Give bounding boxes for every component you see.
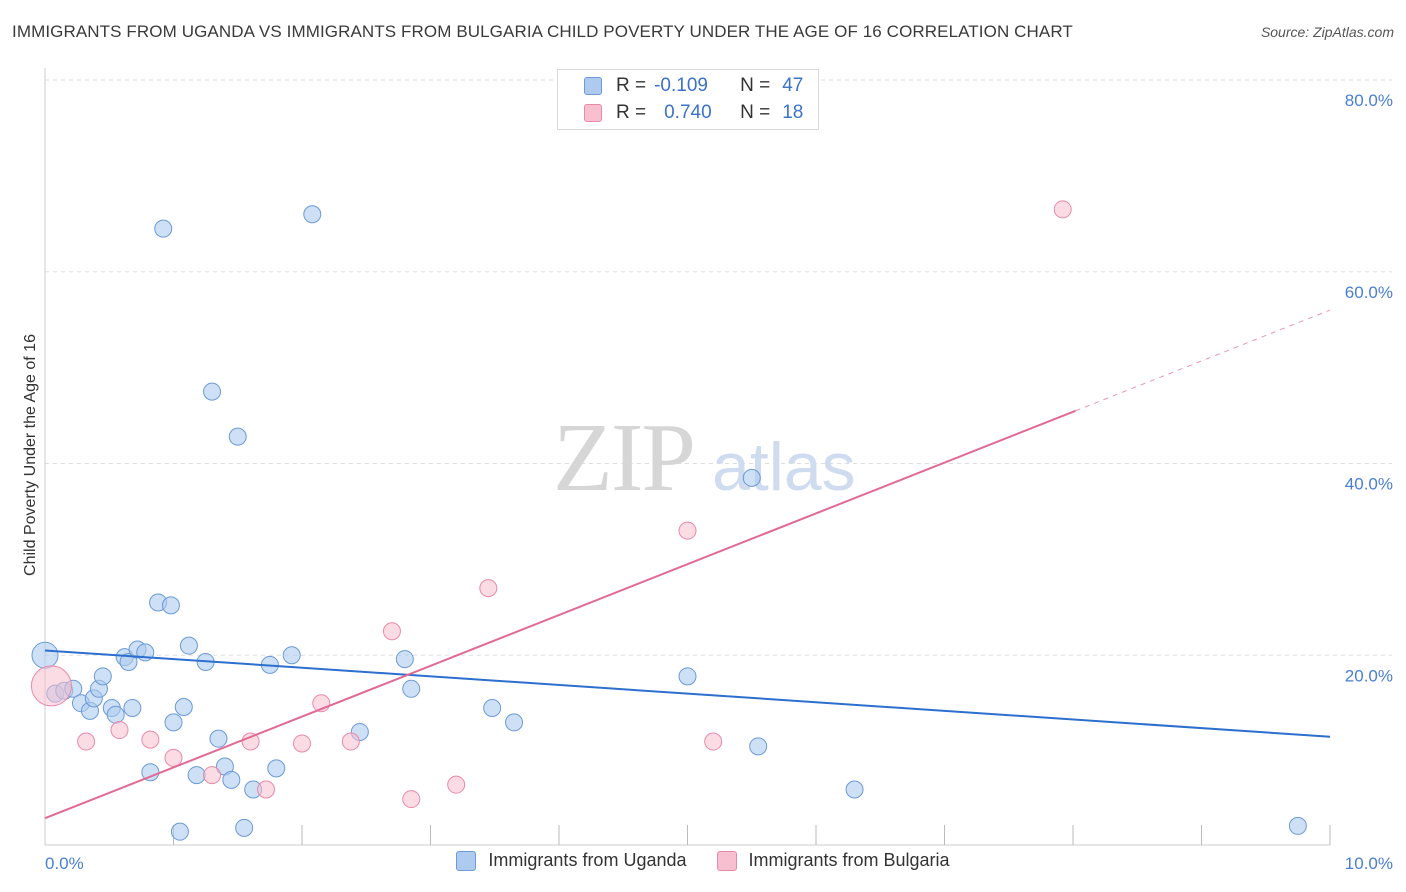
bulgaria-point xyxy=(382,622,401,641)
y-tick-label: 40.0% xyxy=(1345,475,1393,494)
tick-labels: 20.0% 40.0% 60.0% 80.0% 0.0% 10.0% xyxy=(45,91,1393,873)
uganda-point xyxy=(154,219,173,238)
series-legend: Immigrants from Uganda Immigrants from B… xyxy=(0,850,1406,871)
bulgaria-point xyxy=(257,780,276,799)
axes xyxy=(44,68,1331,846)
bulgaria-point xyxy=(110,721,129,740)
uganda-point xyxy=(749,737,768,756)
legend-n-label: N = xyxy=(740,75,771,96)
series-uganda xyxy=(31,205,1307,841)
watermark-zip: ZIP xyxy=(553,404,694,512)
uganda-point xyxy=(505,713,524,732)
bulgaria-point xyxy=(1053,200,1072,219)
uganda-point xyxy=(282,646,301,665)
legend-item-uganda[interactable]: Immigrants from Uganda xyxy=(456,850,687,871)
source-credit: Source: ZipAtlas.com xyxy=(1260,24,1394,40)
uganda-point xyxy=(402,679,421,698)
legend-n-value: 47 xyxy=(782,75,804,96)
uganda-point xyxy=(106,705,125,724)
chart-title: IMMIGRANTS FROM UGANDA VS IMMIGRANTS FRO… xyxy=(12,22,1073,41)
uganda-point xyxy=(1288,816,1307,835)
uganda-point xyxy=(483,698,502,717)
uganda-point xyxy=(119,652,138,671)
uganda-point xyxy=(267,759,286,778)
uganda-point xyxy=(209,729,228,748)
bulgaria-point xyxy=(164,748,183,767)
legend-r-label: R = xyxy=(616,102,647,123)
uganda-point xyxy=(179,636,198,655)
bulgaria-point xyxy=(341,732,360,751)
bulgaria-point xyxy=(141,730,160,749)
uganda-swatch xyxy=(584,77,602,95)
uganda-trend-line xyxy=(44,649,1331,738)
watermark-atlas: atlas xyxy=(712,429,856,505)
legend-item-bulgaria[interactable]: Immigrants from Bulgaria xyxy=(716,850,950,871)
uganda-point xyxy=(161,596,180,615)
uganda-point xyxy=(203,382,222,401)
uganda-point xyxy=(170,822,189,841)
legend-label-uganda: Immigrants from Uganda xyxy=(488,850,687,870)
bulgaria-point xyxy=(241,732,260,751)
uganda-point xyxy=(123,698,142,717)
uganda-point xyxy=(742,468,761,487)
uganda-point xyxy=(235,818,254,837)
legend-r-label: R = xyxy=(616,75,647,96)
bulgaria-point xyxy=(203,766,222,785)
bulgaria-legend-swatch xyxy=(716,850,737,871)
legend-n-label: N = xyxy=(740,102,771,123)
gridlines xyxy=(45,79,1392,656)
bulgaria-point xyxy=(704,732,723,751)
uganda-legend-swatch xyxy=(456,850,477,871)
uganda-point xyxy=(222,770,241,789)
watermark: ZIP atlas xyxy=(553,404,856,512)
bulgaria-point xyxy=(479,579,498,598)
y-tick-label: 80.0% xyxy=(1345,91,1393,110)
y-axis-label: Child Poverty Under the Age of 16 xyxy=(22,334,39,576)
series-bulgaria xyxy=(30,200,1072,809)
bulgaria-point xyxy=(293,734,311,753)
uganda-point xyxy=(678,667,697,686)
uganda-point xyxy=(31,641,59,669)
bulgaria-point xyxy=(402,790,421,809)
x-tick-label: 0.0% xyxy=(45,854,84,873)
y-tick-label: 20.0% xyxy=(1345,666,1393,685)
legend-r-value: -0.109 xyxy=(654,75,708,96)
uganda-point xyxy=(174,698,193,717)
x-tick-label: 10.0% xyxy=(1345,854,1393,873)
stats-legend: R = -0.109 N = 47 R = 0.740 N = 18 xyxy=(557,69,819,130)
uganda-point xyxy=(164,713,183,732)
uganda-point xyxy=(395,650,414,669)
bulgaria-point xyxy=(77,732,96,751)
bulgaria-trend-extension xyxy=(1075,309,1331,412)
legend-label-bulgaria: Immigrants from Bulgaria xyxy=(748,850,950,870)
uganda-point xyxy=(228,427,247,446)
legend-n-value: 18 xyxy=(782,102,804,123)
legend-r-value: 0.740 xyxy=(664,102,712,123)
legend-row-bulgaria: R = 0.740 N = 18 xyxy=(584,102,803,124)
legend-row-uganda: R = -0.109 N = 47 xyxy=(584,75,803,97)
uganda-point xyxy=(303,205,322,224)
trend-lines xyxy=(44,309,1331,820)
bulgaria-point xyxy=(30,665,72,707)
uganda-point xyxy=(93,667,112,686)
uganda-point xyxy=(187,766,206,785)
bulgaria-point xyxy=(447,775,466,794)
uganda-point xyxy=(845,780,864,799)
y-tick-label: 60.0% xyxy=(1345,283,1393,302)
bulgaria-trend-line xyxy=(44,409,1076,820)
bulgaria-point xyxy=(678,521,697,540)
bulgaria-swatch xyxy=(584,104,602,122)
